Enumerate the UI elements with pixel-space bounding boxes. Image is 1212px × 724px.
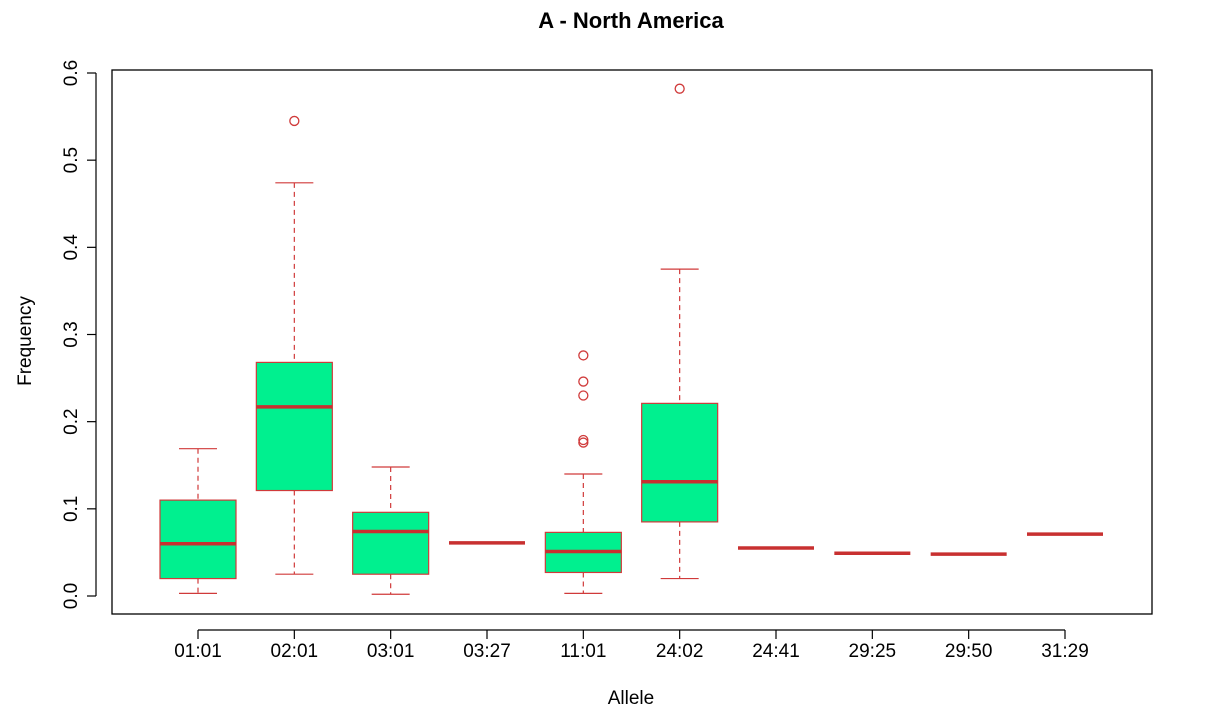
y-axis-label: Frequency [15, 296, 36, 386]
x-tick-label: 24:02 [656, 641, 704, 662]
outlier-point [578, 437, 589, 448]
plot-frame [111, 69, 1153, 615]
outlier-point [578, 350, 589, 361]
x-tick-label: 03:01 [367, 641, 415, 662]
y-tick-label: 0.2 [61, 408, 82, 434]
outlier-point [289, 115, 300, 127]
outlier-point [578, 434, 589, 446]
x-tick-label: 29:25 [849, 641, 897, 662]
box-body [255, 361, 333, 492]
chart-title: A - North America [538, 8, 724, 33]
x-tick-label: 02:01 [271, 641, 319, 662]
plot-area: 0.0 0.1 0.2 0.3 0.4 0.5 0.6 01:01 02:01 03:01 03:2… [61, 60, 1153, 662]
box-body [159, 499, 237, 580]
y-tick-label: 0.0 [61, 583, 82, 609]
outlier-point [578, 390, 589, 401]
y-tick-label: 0.4 [61, 234, 82, 261]
box-body [641, 402, 719, 523]
outlier-point [674, 83, 685, 94]
outlier-point [578, 376, 589, 387]
y-tick-label: 0.3 [61, 321, 82, 347]
x-axis-label: Allele [608, 688, 654, 709]
x-tick-label: 03:27 [463, 641, 511, 662]
y-tick-label: 0.1 [61, 496, 82, 522]
x-tick-label: 31:29 [1041, 641, 1089, 662]
x-tick-label: 01:01 [174, 641, 222, 662]
x-tick-label: 29:50 [945, 641, 993, 662]
x-tick-label: 24:41 [752, 641, 800, 662]
y-tick-label: 0.6 [61, 60, 82, 86]
y-tick-label: 0.5 [61, 147, 82, 173]
box-body [352, 511, 430, 575]
x-tick-label: 11:01 [560, 641, 606, 662]
